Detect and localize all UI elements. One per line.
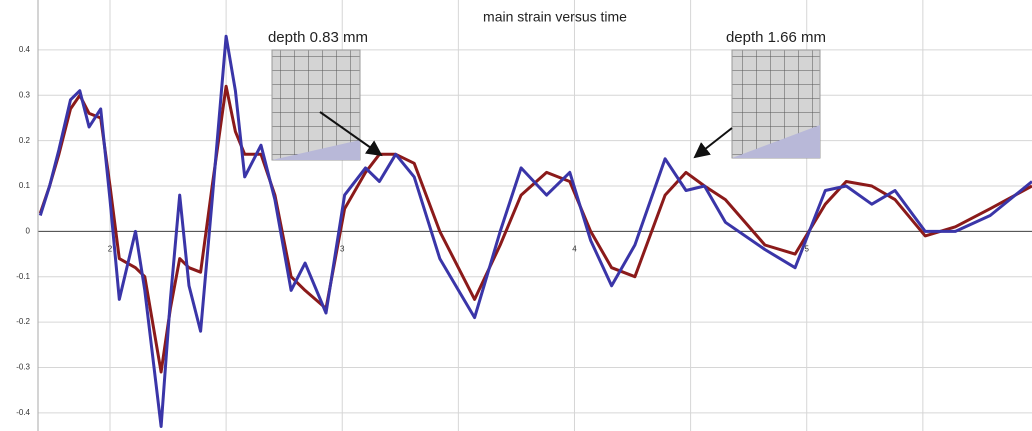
annotation: depth 1.66 mm xyxy=(726,29,826,46)
x-tick-label: 5 xyxy=(804,244,809,253)
y-tick-label: 0 xyxy=(26,226,31,235)
series-line xyxy=(40,86,1032,372)
y-tick-label: -0.1 xyxy=(16,272,30,281)
y-tick-label: 0.2 xyxy=(19,136,31,145)
x-tick-label: 3 xyxy=(340,244,345,253)
annotation: depth 0.83 mm xyxy=(268,29,368,46)
y-tick-label: 0.4 xyxy=(19,45,31,54)
y-tick-label: -0.2 xyxy=(16,317,30,326)
inset-1 xyxy=(695,50,820,158)
y-tick-label: -0.3 xyxy=(16,363,30,372)
y-tick-label: 0.3 xyxy=(19,90,31,99)
x-tick-label: 2 xyxy=(108,244,113,253)
inset-0 xyxy=(272,50,381,160)
x-tick-label: 4 xyxy=(572,244,577,253)
chart-title: main strain versus time xyxy=(483,9,627,25)
grid xyxy=(38,0,1032,431)
y-tick-label: 0.1 xyxy=(19,181,31,190)
chart: main strain versus time depth 0.83 mm de… xyxy=(0,0,1032,431)
y-tick-label: -0.4 xyxy=(16,408,30,417)
